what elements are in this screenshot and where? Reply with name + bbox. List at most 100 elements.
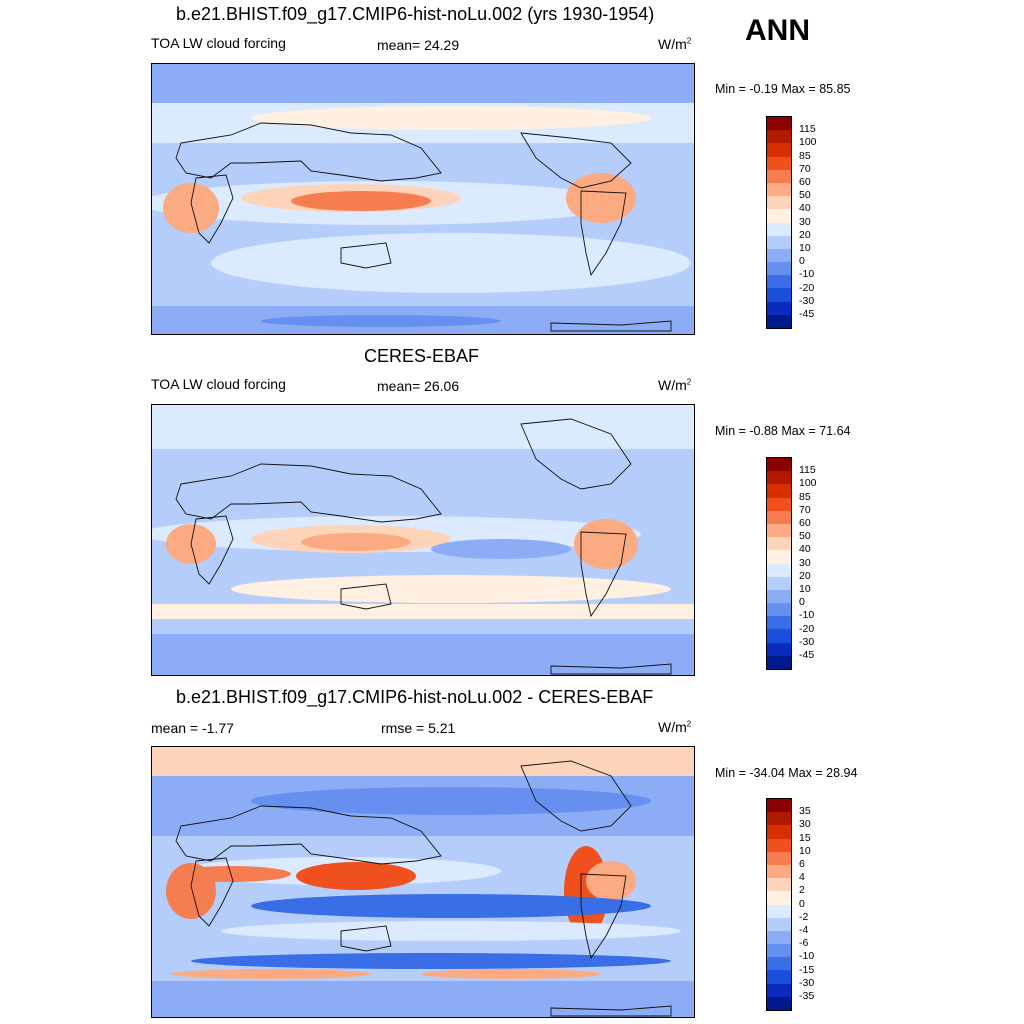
colorbar-tick-label: 35 (799, 805, 811, 818)
colorbar-swatch (767, 851, 791, 865)
colorbar-swatch (767, 563, 791, 577)
colorbar-tick-label: 40 (799, 202, 811, 215)
panel2-map (151, 404, 695, 676)
panel3-units: W/m2 (658, 719, 692, 735)
colorbar-swatch (767, 182, 791, 197)
colorbar-swatch (767, 878, 791, 892)
panel1-minmax: Min = -0.19 Max = 85.85 (715, 82, 851, 96)
colorbar-swatch (767, 288, 791, 302)
colorbar-swatch (767, 471, 791, 485)
colorbar-tick-label: 40 (799, 543, 811, 556)
colorbar-tick-label: 30 (799, 818, 811, 831)
colorbar-swatch (767, 589, 791, 604)
colorbar-swatch (767, 983, 791, 997)
colorbar-tick-label: -20 (799, 281, 815, 294)
colorbar-tick-label: 30 (799, 215, 811, 228)
colorbar-swatch (767, 576, 791, 590)
panel1-title: b.e21.BHIST.f09_g17.CMIP6-hist-noLu.002 … (176, 4, 655, 24)
colorbar-swatch (767, 550, 791, 564)
panel3-colorbar (766, 798, 792, 1011)
colorbar-tick-label: 0 (799, 596, 805, 609)
panel2-units: W/m2 (658, 377, 692, 393)
colorbar-swatch (767, 248, 791, 263)
panel2-colorbar (766, 457, 792, 670)
colorbar-swatch (767, 130, 791, 144)
colorbar-swatch (767, 812, 791, 826)
panel2-map-canvas (151, 404, 695, 676)
colorbar-swatch (767, 838, 791, 852)
colorbar-swatch (767, 996, 791, 1010)
colorbar-swatch (767, 497, 791, 511)
colorbar-tick-label: -10 (799, 609, 815, 622)
colorbar-tick-label: -30 (799, 635, 815, 648)
panel3-rmse-label: rmse = 5.21 (381, 720, 456, 736)
panel1-mean-label: mean= 24.29 (377, 37, 460, 53)
colorbar-tick-label: -10 (799, 268, 815, 281)
panel1-map (151, 63, 695, 335)
colorbar-tick-label: -10 (799, 950, 815, 963)
colorbar-swatch (767, 222, 791, 236)
panel3-title: b.e21.BHIST.f09_g17.CMIP6-hist-noLu.002 … (176, 687, 654, 707)
colorbar-tick-label: -30 (799, 976, 815, 989)
panel2-mean-label: mean= 26.06 (377, 378, 460, 394)
colorbar-tick-label: 2 (799, 884, 805, 897)
panel3-map-canvas (151, 746, 695, 1018)
colorbar-swatch (767, 603, 791, 617)
colorbar-tick-label: 10 (799, 844, 811, 857)
colorbar-swatch (767, 314, 791, 328)
colorbar-swatch (767, 275, 791, 289)
colorbar-swatch (767, 209, 791, 223)
colorbar-swatch (767, 537, 791, 551)
colorbar-swatch (767, 930, 791, 945)
colorbar-tick-label: 0 (799, 897, 805, 910)
colorbar-swatch (767, 970, 791, 984)
colorbar-tick-label: 85 (799, 490, 811, 503)
colorbar-tick-label: 50 (799, 530, 811, 543)
colorbar-tick-label: -20 (799, 622, 815, 635)
colorbar-swatch (767, 117, 791, 131)
panel2-variable-label: TOA LW cloud forcing (151, 376, 286, 392)
colorbar-tick-label: -15 (799, 963, 815, 976)
colorbar-swatch (767, 642, 791, 656)
panel1-map-canvas (151, 63, 695, 335)
colorbar-swatch (767, 523, 791, 538)
colorbar-swatch (767, 484, 791, 498)
colorbar-tick-label: 70 (799, 162, 811, 175)
colorbar-tick-label: 0 (799, 255, 805, 268)
colorbar-tick-label: 85 (799, 149, 811, 162)
colorbar-swatch (767, 510, 791, 524)
colorbar-tick-label: 20 (799, 228, 811, 241)
panel1-variable-label: TOA LW cloud forcing (151, 35, 286, 51)
colorbar-swatch (767, 825, 791, 839)
panel3-minmax: Min = -34.04 Max = 28.94 (715, 766, 858, 780)
panel1-units: W/m2 (658, 36, 692, 52)
colorbar-swatch (767, 301, 791, 315)
panel3-map (151, 746, 695, 1018)
colorbar-tick-label: 115 (799, 123, 816, 136)
colorbar-swatch (767, 957, 791, 971)
colorbar-tick-label: -6 (799, 937, 809, 950)
colorbar-swatch (767, 629, 791, 643)
colorbar-swatch (767, 904, 791, 918)
panel1-colorbar (766, 116, 792, 329)
colorbar-tick-label: -45 (799, 649, 815, 661)
colorbar-swatch (767, 891, 791, 905)
colorbar-tick-label: 70 (799, 503, 811, 516)
colorbar-swatch (767, 143, 791, 157)
colorbar-tick-label: 10 (799, 583, 811, 595)
colorbar-swatch (767, 262, 791, 276)
season-label: ANN (745, 14, 810, 47)
colorbar-swatch (767, 864, 791, 879)
colorbar-swatch (767, 156, 791, 170)
colorbar-tick-label: -30 (799, 294, 815, 307)
colorbar-swatch (767, 169, 791, 183)
colorbar-tick-label: 100 (799, 136, 817, 149)
colorbar-swatch (767, 616, 791, 630)
panel3-mean-label: mean = -1.77 (151, 720, 234, 736)
panel2-minmax: Min = -0.88 Max = 71.64 (715, 424, 851, 438)
colorbar-swatch (767, 944, 791, 958)
colorbar-tick-label: 20 (799, 569, 811, 582)
colorbar-tick-label: 15 (799, 831, 811, 844)
colorbar-tick-label: 60 (799, 176, 811, 188)
colorbar-tick-label: -4 (799, 924, 809, 936)
